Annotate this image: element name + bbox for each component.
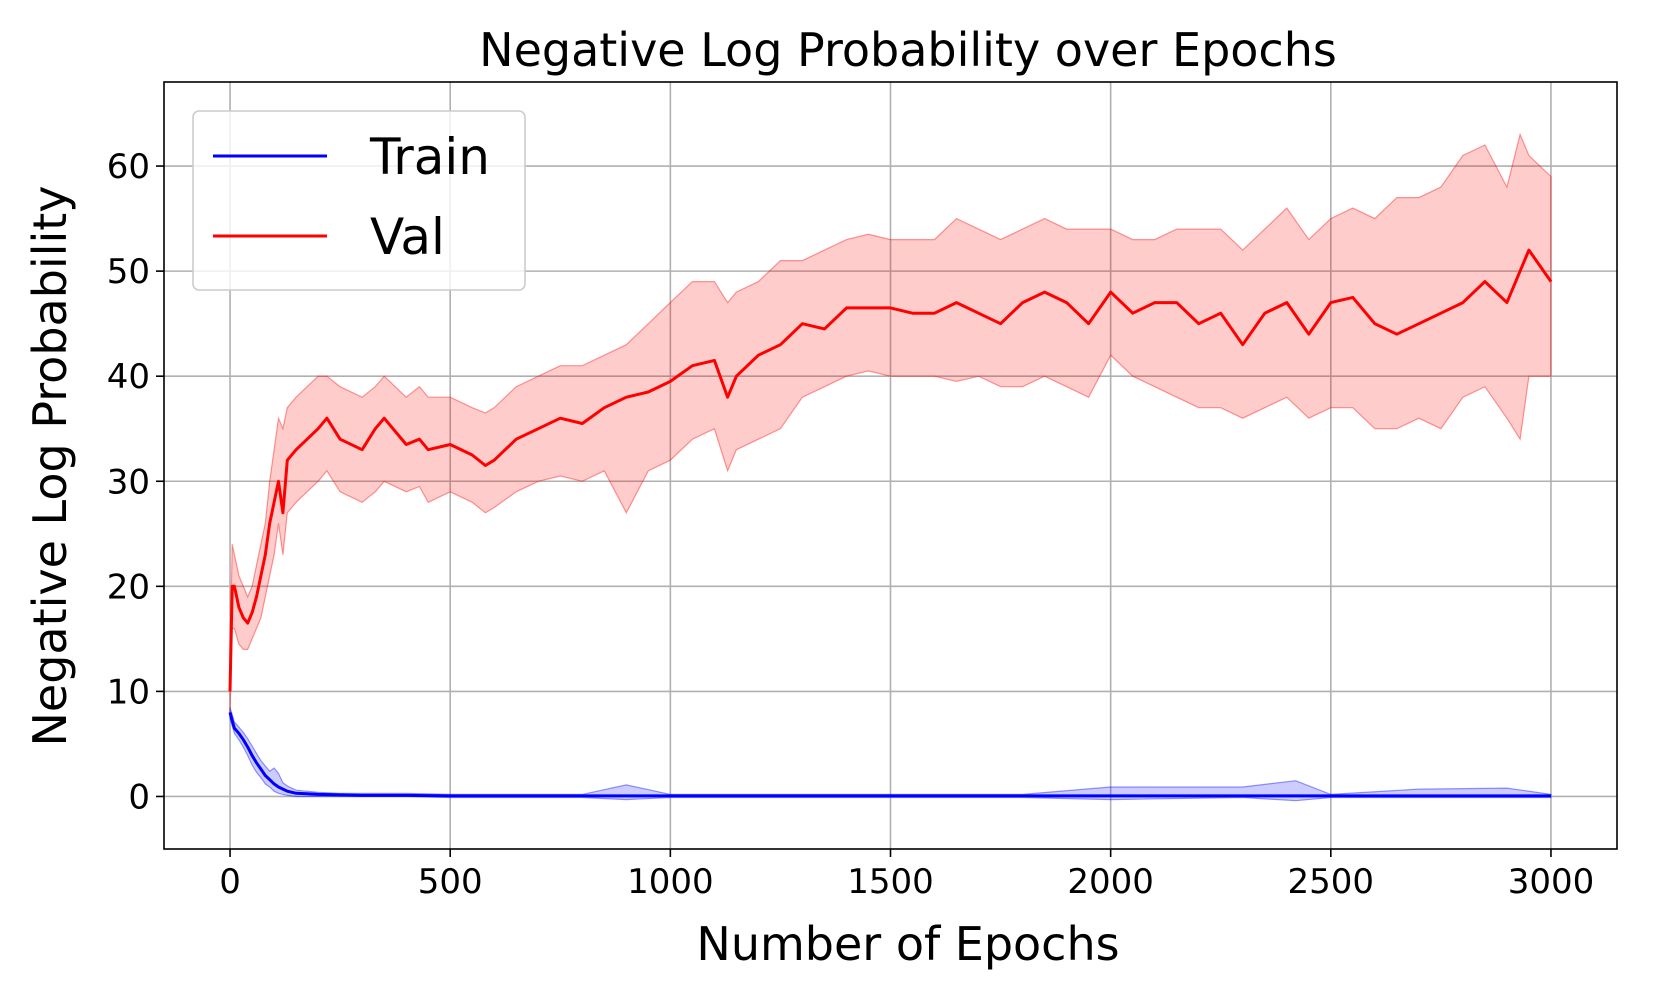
train-line: [228, 712, 1551, 798]
y-axis-title: Negative Log Probability: [23, 185, 77, 746]
x-tick-label: 0: [219, 862, 241, 902]
y-tick-label: 20: [107, 567, 150, 607]
legend-label-train: Train: [369, 128, 490, 186]
x-tick-label: 3000: [1508, 862, 1595, 902]
y-tick-label: 40: [107, 357, 150, 397]
legend-label-val: Val: [370, 208, 445, 266]
val-band: [229, 132, 1552, 713]
legend[interactable]: Train Val: [192, 110, 526, 291]
train-band: [229, 707, 1552, 802]
x-tick-label: 500: [418, 862, 483, 902]
series-lines: [228, 248, 1553, 798]
y-tick-label: 10: [107, 672, 150, 712]
x-axis-ticks: 0 500 1000 1500 2000 2500 3000: [219, 849, 1594, 902]
x-axis-title: Number of Epochs: [696, 917, 1119, 971]
confidence-bands: [229, 132, 1552, 802]
y-tick-label: 50: [107, 252, 150, 292]
y-tick-label: 30: [107, 462, 150, 502]
x-tick-label: 1000: [627, 862, 714, 902]
y-tick-label: 0: [128, 777, 150, 817]
y-tick-label: 60: [107, 147, 150, 187]
x-tick-label: 1500: [847, 862, 934, 902]
y-axis-ticks: 0 10 20 30 40 50 60: [107, 147, 164, 817]
x-tick-label: 2000: [1067, 862, 1154, 902]
chart-title: Negative Log Probability over Epochs: [479, 23, 1337, 77]
val-line: [228, 248, 1553, 692]
x-tick-label: 2500: [1288, 862, 1375, 902]
